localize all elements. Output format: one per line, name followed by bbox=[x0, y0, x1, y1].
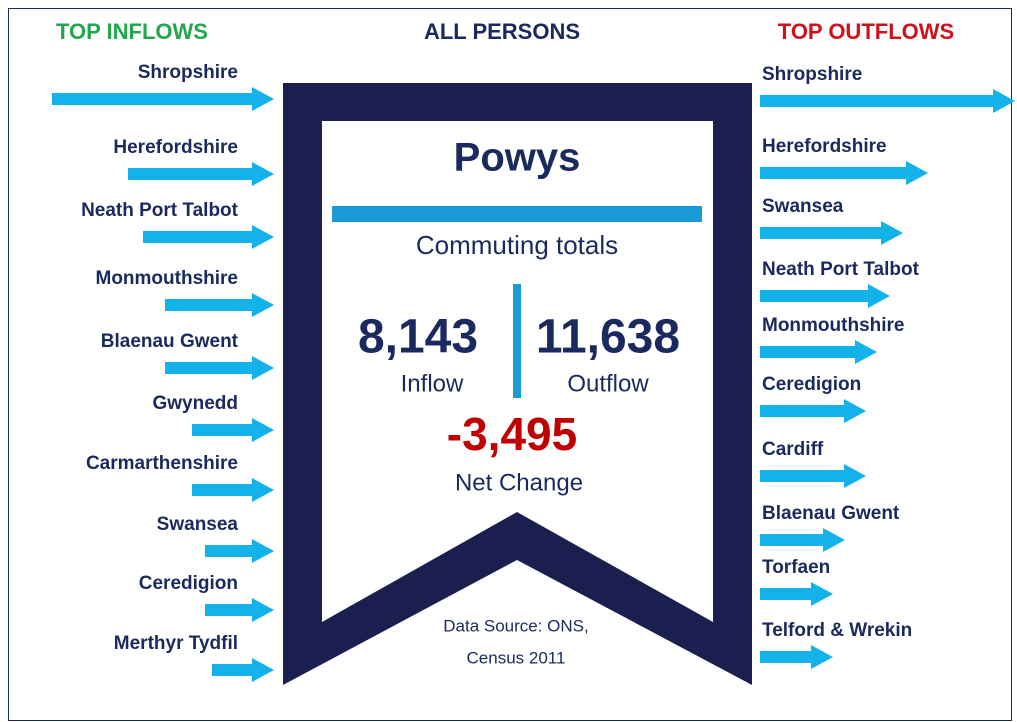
outflow-label: Torfaen bbox=[762, 557, 830, 578]
outflow-label: Shropshire bbox=[762, 64, 862, 85]
arrow bbox=[128, 162, 274, 186]
arrow bbox=[192, 418, 274, 442]
arrow bbox=[760, 221, 903, 245]
inflow-label: Ceredigion bbox=[139, 573, 238, 594]
divider-line bbox=[513, 284, 521, 398]
outflow-label: Neath Port Talbot bbox=[762, 259, 920, 280]
outflow-label: Herefordshire bbox=[762, 136, 887, 157]
outflow-label: Cardiff bbox=[762, 439, 824, 460]
inflow-label: Herefordshire bbox=[113, 137, 238, 158]
arrow bbox=[760, 399, 866, 423]
inflow-label: Inflow bbox=[401, 370, 464, 397]
subtitle: Commuting totals bbox=[416, 230, 618, 260]
inflows-title: TOP INFLOWS bbox=[56, 19, 208, 44]
inflow-label: Gwynedd bbox=[152, 393, 238, 414]
arrow bbox=[760, 340, 877, 364]
inflow-label: Blaenau Gwent bbox=[101, 331, 239, 352]
source: Census 2011 bbox=[467, 648, 566, 667]
outflow-value: 11,638 bbox=[536, 311, 680, 364]
arrow bbox=[760, 582, 833, 606]
outflow-label: Monmouthshire bbox=[762, 315, 905, 336]
inflow-label: Merthyr Tydfil bbox=[114, 633, 238, 654]
net-label: Net Change bbox=[455, 469, 583, 496]
arrow bbox=[760, 89, 1015, 113]
inflow-label: Monmouthshire bbox=[96, 268, 239, 289]
arrow bbox=[760, 284, 890, 308]
outflow-label: Swansea bbox=[762, 196, 844, 217]
inflow-value: 8,143 bbox=[358, 311, 478, 364]
arrow bbox=[205, 598, 274, 622]
arrow bbox=[52, 87, 274, 111]
arrow bbox=[165, 293, 274, 317]
arrow bbox=[760, 645, 833, 669]
arrow bbox=[143, 225, 274, 249]
place-name: Powys bbox=[454, 136, 581, 180]
outflow-label: Ceredigion bbox=[762, 374, 861, 395]
inflow-label: Neath Port Talbot bbox=[81, 200, 239, 221]
arrow bbox=[212, 658, 274, 682]
arrow bbox=[165, 356, 274, 380]
outflows-title: TOP OUTFLOWS bbox=[778, 19, 954, 44]
net-value: -3,495 bbox=[447, 408, 577, 460]
outflow-label: Outflow bbox=[567, 370, 649, 397]
outflow-label: Blaenau Gwent bbox=[762, 503, 900, 524]
source: Data Source: ONS, bbox=[443, 616, 589, 635]
arrow bbox=[192, 478, 274, 502]
divider-bar bbox=[332, 206, 702, 222]
inflow-label: Carmarthenshire bbox=[86, 453, 238, 474]
center-title: ALL PERSONS bbox=[424, 19, 580, 44]
inflow-label: Shropshire bbox=[138, 62, 238, 83]
arrow bbox=[760, 161, 928, 185]
arrow bbox=[760, 528, 845, 552]
outflow-label: Telford & Wrekin bbox=[762, 620, 912, 641]
inflow-label: Swansea bbox=[157, 514, 239, 535]
arrow bbox=[205, 539, 274, 563]
arrow bbox=[760, 464, 866, 488]
